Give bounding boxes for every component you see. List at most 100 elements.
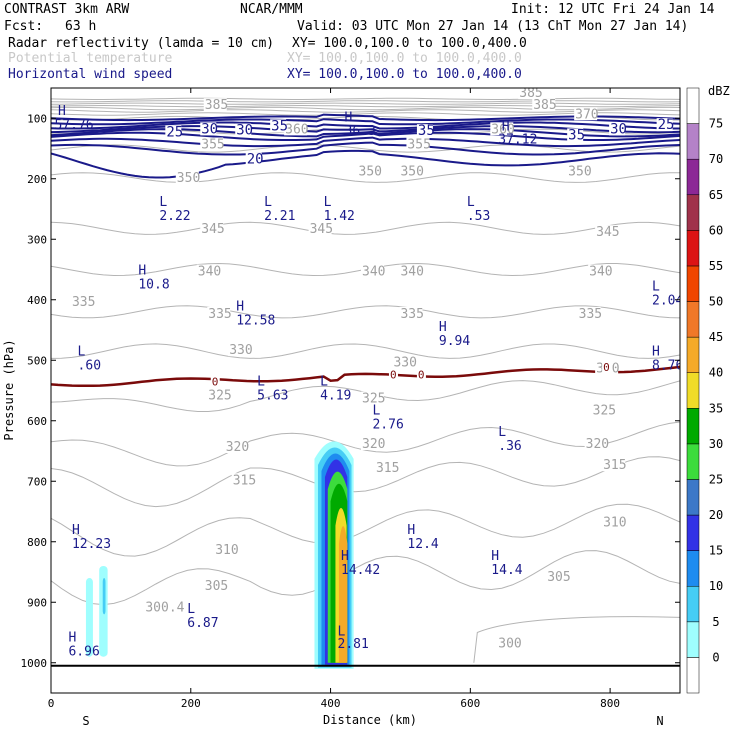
y-tick-label: 300 <box>27 233 47 246</box>
theta-label-bg <box>361 391 385 405</box>
wind-speed-label: 35 <box>568 127 585 143</box>
y-tick-label: 1000 <box>21 657 48 670</box>
theta-label: 310 <box>603 516 626 531</box>
wind-speed-label: 30 <box>236 123 253 139</box>
colorbar-swatch <box>686 585 700 623</box>
zero-wind-label-bg <box>602 360 612 374</box>
wind-speed-label-bg <box>567 128 584 142</box>
y-axis-title: Pressure (hPa) <box>2 339 16 440</box>
theta-label: 350 <box>359 165 382 180</box>
y-tick-label: 700 <box>27 475 47 488</box>
theta-label-bg <box>399 164 423 178</box>
wind-speed-label-bg <box>200 122 217 136</box>
extremum-marker: L <box>264 195 272 210</box>
colorbar-swatch <box>686 336 700 373</box>
theta-label-bg <box>602 515 626 529</box>
extremum-value: .60 <box>78 358 101 373</box>
colorbar-unit: dBZ <box>708 84 730 98</box>
extremum-marker: H <box>491 549 499 564</box>
extremum-marker: L <box>467 195 475 210</box>
colorbar-label: 10 <box>709 579 723 593</box>
zero-wind-label-bg <box>210 374 220 388</box>
colorbar-label: 65 <box>709 188 723 202</box>
theta-label-bg <box>207 388 231 402</box>
theta-label-bg <box>203 98 227 112</box>
theta-label: 385 <box>533 98 556 113</box>
colorbar-label: 55 <box>709 259 723 273</box>
wind-speed-label: 35 <box>418 123 435 139</box>
extremum-value: 10.8 <box>138 277 169 292</box>
colorbar-swatch <box>686 230 700 267</box>
theta-label: 345 <box>310 222 333 237</box>
extremum-value: 12.58 <box>236 314 275 329</box>
theta-label-bg <box>200 222 224 236</box>
extremum-marker: H <box>345 110 353 125</box>
y-tick-label: 200 <box>27 173 47 186</box>
colorbar-swatch <box>686 265 700 302</box>
colorbar-swatch <box>686 301 700 338</box>
colorbar-label: 60 <box>709 223 723 237</box>
wind-speed-label: 35 <box>271 118 288 134</box>
wind-speed-label: 30 <box>610 121 627 137</box>
extremum-value: 2.22 <box>159 209 190 224</box>
x-tick-label: 600 <box>460 697 480 710</box>
theta-label: 310 <box>215 543 238 558</box>
extremum-marker: H <box>58 104 66 119</box>
colorbar-label: 70 <box>709 152 723 166</box>
wind-contour <box>51 136 680 148</box>
colorbar-label: 20 <box>709 508 723 522</box>
extremum-marker: L <box>324 195 332 210</box>
theta-label-bg <box>497 636 521 650</box>
theta-label-bg <box>203 579 227 593</box>
zero-wind-contour <box>51 365 680 388</box>
theta-label: 325 <box>362 392 385 407</box>
extremum-value: 5.63 <box>257 389 288 404</box>
theta-label: 360 <box>491 122 514 137</box>
colorbar-label: 30 <box>709 437 723 451</box>
theta-label: 360 <box>285 122 308 137</box>
theta-label-bg <box>546 570 570 584</box>
extremum-marker: H <box>138 263 146 278</box>
theta-label: 335 <box>579 307 602 322</box>
theta-contour <box>51 221 680 235</box>
theta-label: 320 <box>362 437 385 452</box>
valid-time: Valid: 03 UTC Mon 27 Jan 14 (13 ChT Mon … <box>297 19 688 34</box>
extremum-marker: L <box>372 404 380 419</box>
theta-label-bg <box>196 264 220 278</box>
zero-wind-label-bg <box>388 367 398 381</box>
theta-contour <box>51 456 680 508</box>
theta-label-bg <box>532 98 556 112</box>
init-time: Init: 12 UTC Fri 24 Jan 14 <box>511 2 715 17</box>
theta-label-bg <box>399 306 423 320</box>
theta-label: 335 <box>208 307 231 322</box>
extremum-value: 36.3 <box>345 124 376 139</box>
extremum-value: 2.04 <box>652 294 683 309</box>
zero-wind-label: 0 <box>418 368 425 381</box>
x-tick-label: 800 <box>600 697 620 710</box>
theta-label-bg <box>224 440 248 453</box>
extremum-value: 4.19 <box>320 389 351 404</box>
theta-label-bg <box>490 122 514 136</box>
colorbar-swatch <box>686 550 700 587</box>
extremum-value: 14.4 <box>491 563 522 578</box>
extremum-value: 2.76 <box>372 418 403 433</box>
colorbar-swatch <box>686 408 700 445</box>
wind-speed-label-bg <box>165 125 182 139</box>
theta-label: 385 <box>205 98 228 113</box>
zero-wind-label: 0 <box>212 376 219 389</box>
fcst-label: Fcst: <box>4 19 43 34</box>
theta-label-bg <box>602 458 626 472</box>
x-end-label-south: S <box>82 714 89 728</box>
colorbar-swatch <box>686 87 700 124</box>
theta-label: 340 <box>362 265 385 280</box>
center-label: NCAR/MMM <box>240 2 303 17</box>
extremum-value: 12.4 <box>407 537 438 552</box>
theta-label-bg <box>584 436 608 450</box>
reflectivity-echo <box>85 578 93 657</box>
theta-label-bg <box>567 164 591 178</box>
colorbar-label: 45 <box>709 330 723 344</box>
theta-label: 340 <box>198 265 221 280</box>
theta-label-bg <box>361 264 385 278</box>
theta-contour <box>51 503 680 557</box>
